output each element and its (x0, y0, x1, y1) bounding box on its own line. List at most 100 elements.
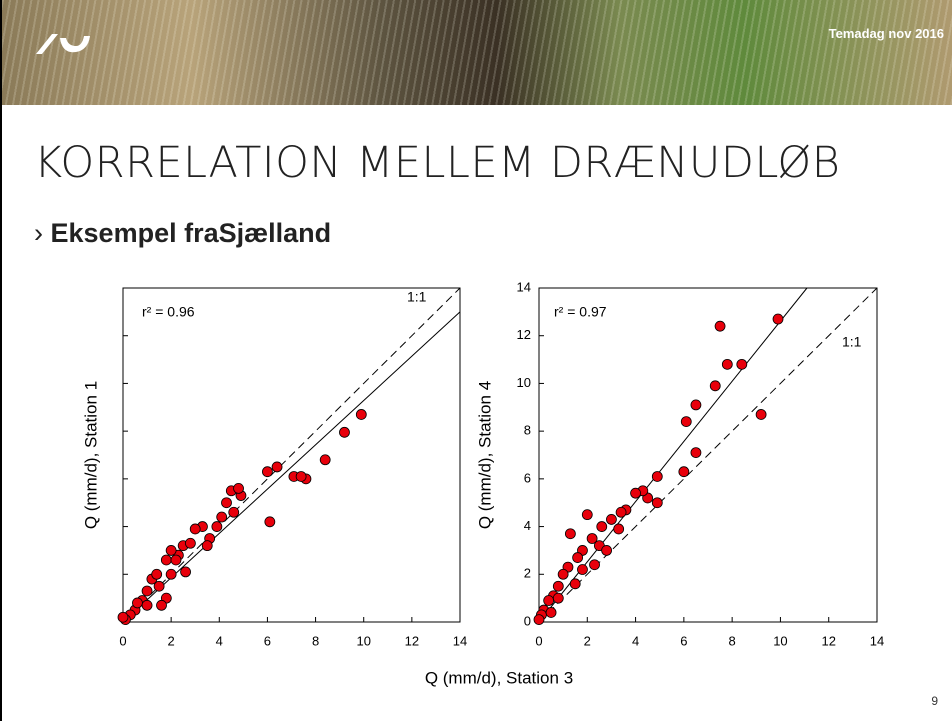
y-tick-label: 4 (524, 518, 531, 533)
point (615, 506, 627, 518)
bullet: › Eksempel fraSjælland (34, 218, 331, 249)
x-tick-label: 2 (584, 633, 591, 648)
point (577, 564, 588, 575)
point (221, 497, 232, 509)
point (153, 580, 165, 592)
x-tick-label: 2 (168, 633, 175, 648)
logo (36, 34, 90, 54)
point (117, 611, 129, 623)
one-to-one-label: 1:1 (407, 289, 427, 305)
x-tick-label: 12 (821, 633, 835, 648)
point (690, 447, 702, 459)
point (581, 509, 593, 521)
point (586, 533, 598, 544)
x-tick-label: 6 (680, 633, 687, 648)
point (613, 523, 625, 535)
plot-frame (122, 287, 461, 623)
slide-title: KORRELATION MELLEM DRÆNUDLØB (34, 138, 841, 188)
point (552, 592, 564, 604)
x-tick-label: 14 (453, 633, 467, 648)
bullet-marker: › (34, 218, 43, 248)
point (189, 523, 201, 535)
x-tick-label: 14 (870, 633, 884, 648)
point (271, 461, 283, 473)
point (319, 454, 331, 466)
y-tick-label: 14 (517, 279, 531, 294)
point (755, 409, 767, 420)
x-tick-label: 12 (405, 633, 419, 648)
point (651, 497, 663, 509)
point (557, 568, 569, 580)
point (564, 528, 576, 540)
y-tick-label: 8 (524, 423, 531, 438)
point (151, 568, 163, 580)
point (355, 409, 367, 420)
point (156, 599, 167, 611)
x-axis-label: Q (mm/d), Station 3 (425, 668, 573, 687)
r-squared: r² = 0.96 (142, 304, 195, 320)
page-number: 9 (931, 694, 938, 708)
point (211, 521, 223, 532)
x-tick-label: 0 (535, 633, 542, 648)
point (233, 482, 244, 494)
point (572, 552, 584, 563)
y-tick-label: 0 (524, 613, 531, 628)
point (630, 487, 641, 499)
point (170, 554, 182, 566)
point (533, 614, 545, 626)
point (690, 399, 702, 411)
point (132, 597, 143, 609)
y-axis-label: Q (mm/d), Station 4 (475, 381, 494, 529)
bullet-text: Eksempel fraSjælland (50, 218, 332, 248)
x-tick-label: 6 (264, 633, 271, 648)
event-tag: Temadag nov 2016 (828, 26, 944, 41)
x-tick-label: 10 (356, 633, 370, 648)
point (651, 471, 663, 482)
point (552, 580, 564, 592)
point (596, 521, 608, 532)
x-tick-label: 8 (312, 633, 319, 648)
point (165, 545, 177, 556)
point (772, 313, 784, 325)
point (184, 537, 196, 549)
x-tick-label: 10 (773, 633, 787, 648)
point (141, 585, 153, 597)
point (141, 599, 153, 611)
point (569, 578, 581, 590)
reference-line (122, 287, 461, 623)
point (721, 358, 733, 370)
point (709, 380, 721, 392)
point (262, 466, 273, 478)
point (545, 607, 557, 618)
point (606, 514, 617, 525)
point (180, 566, 191, 578)
x-tick-label: 8 (729, 633, 736, 648)
y-axis-label: Q (mm/d), Station 1 (81, 381, 100, 529)
point (201, 540, 213, 552)
point (264, 516, 276, 528)
point (736, 358, 748, 370)
x-tick-label: 0 (119, 633, 126, 648)
r-squared: r² = 0.97 (554, 304, 607, 320)
header-photo: Temadag nov 2016 (2, 0, 952, 105)
point (165, 568, 177, 580)
point (160, 554, 172, 566)
point (228, 506, 240, 518)
point (295, 471, 307, 482)
point (714, 320, 726, 332)
y-tick-label: 2 (524, 566, 531, 581)
point (543, 595, 555, 606)
point (589, 559, 600, 571)
point (678, 466, 690, 478)
y-tick-label: 6 (524, 470, 531, 485)
x-tick-label: 4 (632, 633, 639, 648)
point (601, 545, 612, 556)
y-tick-label: 10 (517, 375, 531, 390)
one-to-one-label: 1:1 (842, 334, 862, 350)
plot-frame (538, 287, 878, 623)
point (680, 416, 692, 428)
point (216, 511, 228, 523)
point (339, 426, 350, 438)
